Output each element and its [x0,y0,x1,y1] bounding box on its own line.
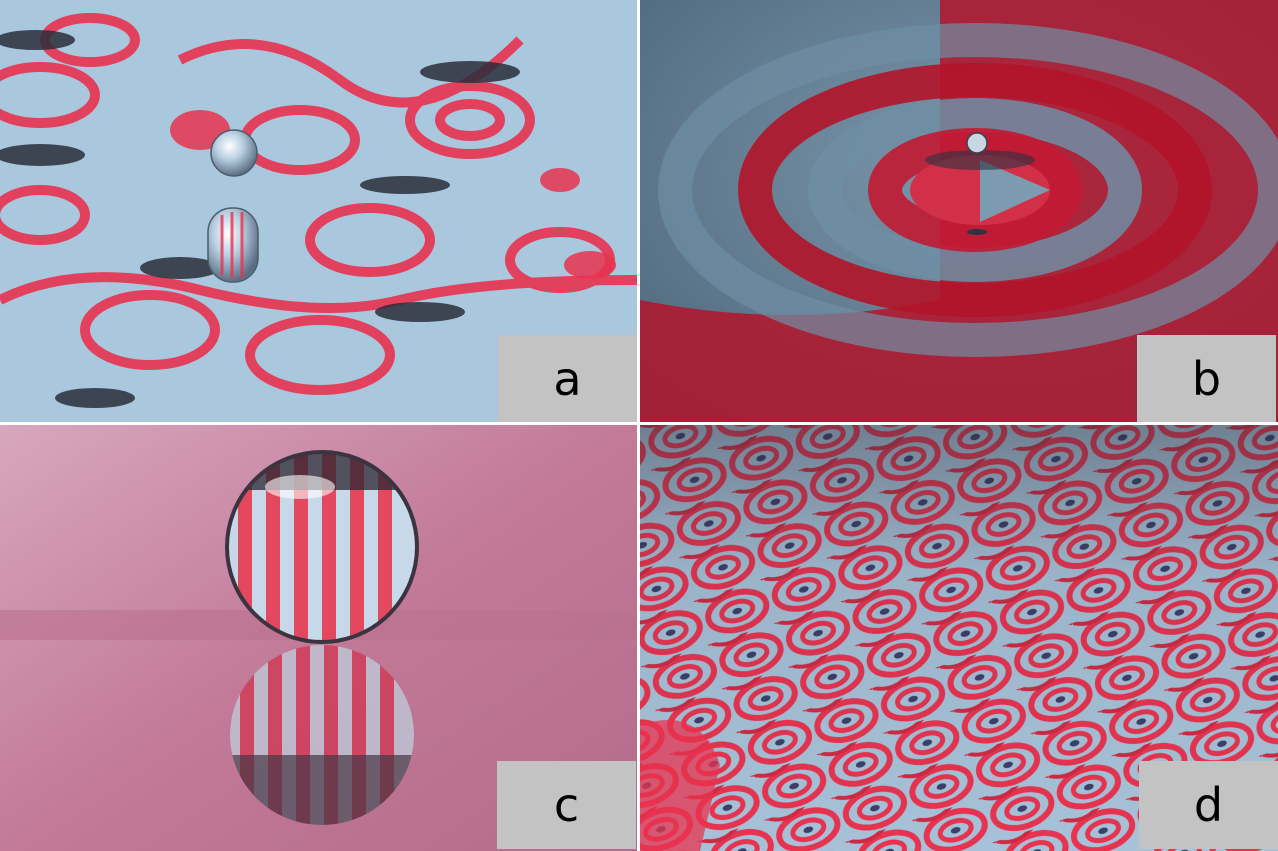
panel-d: d [640,425,1278,851]
panel-c: c [0,425,637,851]
panel-label-a: a [498,335,637,422]
panel-label-b: b [1137,335,1276,422]
panel-a-photo [0,0,637,422]
panel-label-c: c [497,761,636,849]
panel-label-d: d [1139,761,1278,849]
panel-b-photo [640,0,1278,422]
panel-b: b [640,0,1278,422]
panel-a: a [0,0,637,422]
